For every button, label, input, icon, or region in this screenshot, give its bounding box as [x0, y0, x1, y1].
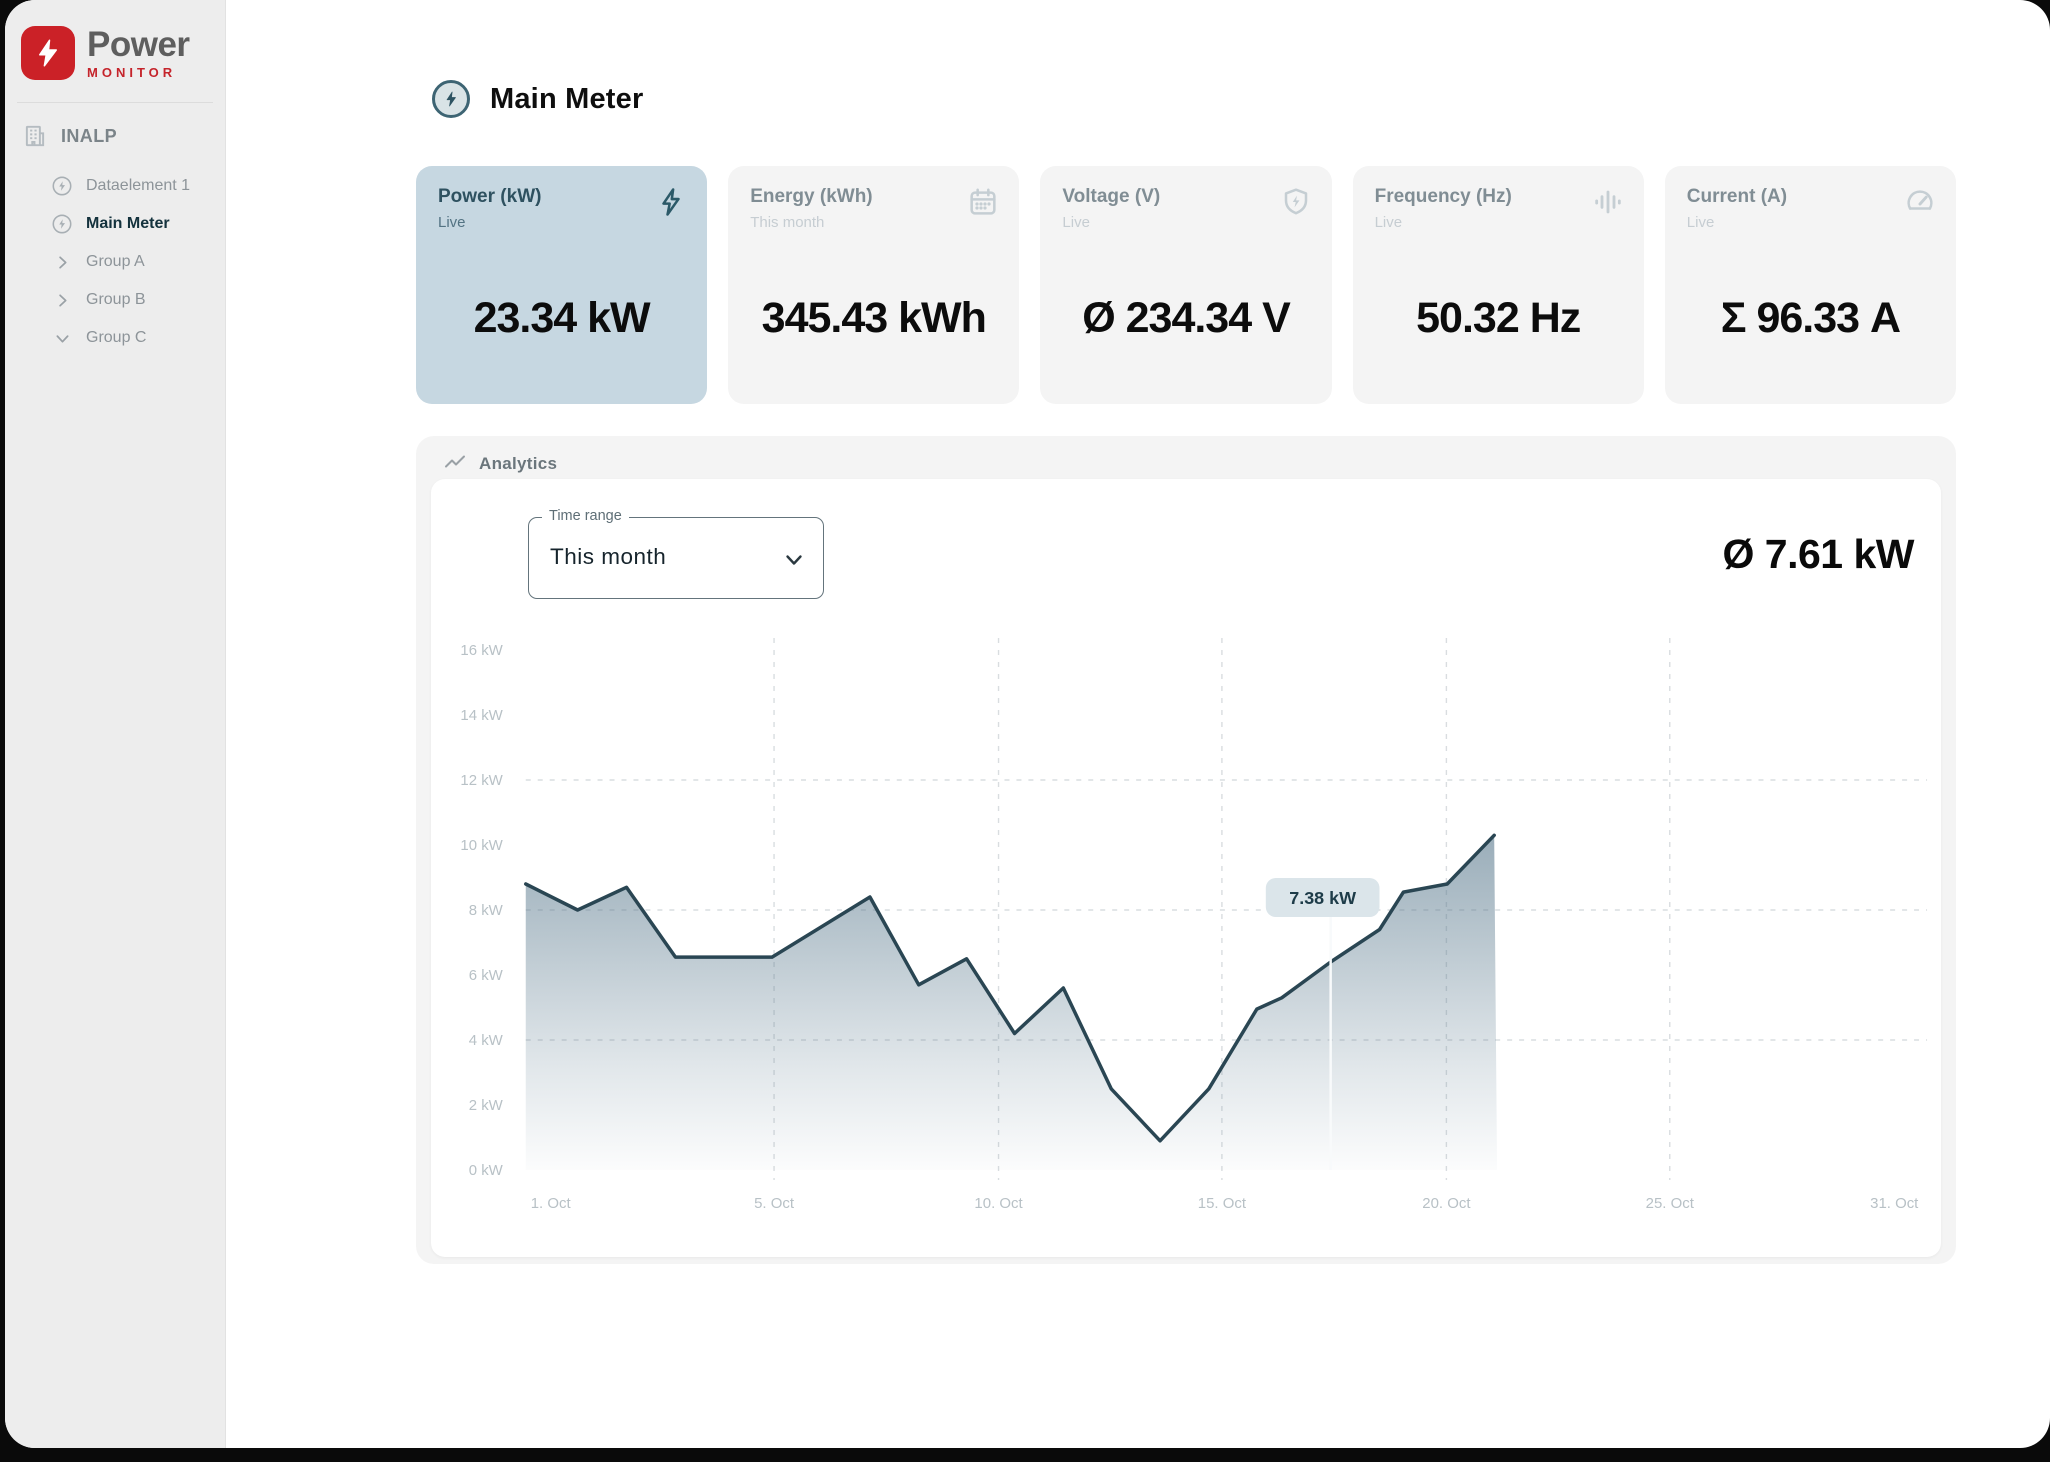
card-title: Frequency (Hz) — [1374, 186, 1512, 207]
card-subtitle: Live — [1062, 214, 1090, 231]
brand-subtitle: MONITOR — [87, 65, 177, 80]
chevron-right-icon — [51, 289, 73, 311]
sidebar-item-group-a[interactable]: Group A — [5, 243, 225, 281]
time-range-label: Time range — [542, 508, 629, 524]
bolt-circle-icon — [51, 213, 73, 235]
waveform-icon — [1595, 190, 1621, 214]
card-title: Power (kW) — [438, 186, 542, 207]
svg-text:8 kW: 8 kW — [469, 902, 504, 919]
sidebar-item-label: Main Meter — [86, 215, 170, 232]
svg-text:0 kW: 0 kW — [469, 1162, 504, 1179]
page-header: Main Meter — [416, 76, 1956, 122]
power-area-chart[interactable]: 0 kW 2 kW 4 kW 6 kW 8 kW 10 kW 12 kW 14 kW 16 kW… — [431, 479, 1941, 1257]
card-subtitle: Live — [438, 214, 466, 231]
svg-text:5. Oct: 5. Oct — [754, 1195, 795, 1212]
card-subtitle: Live — [1374, 214, 1403, 231]
svg-text:10. Oct: 10. Oct — [974, 1195, 1023, 1212]
svg-text:2 kW: 2 kW — [469, 1097, 504, 1114]
brand-name: Power — [87, 25, 190, 64]
time-range-select[interactable]: Time range This month — [528, 508, 824, 599]
card-title: Current (A) — [1686, 186, 1788, 207]
sidebar-divider — [17, 102, 213, 103]
sidebar-item-group-b[interactable]: Group B — [5, 281, 225, 319]
app-logo[interactable]: Power MONITOR — [5, 0, 225, 102]
svg-text:16 kW: 16 kW — [460, 642, 503, 659]
analytics-section: Analytics 0 kW 2 kW 4 kW 6 kW 8 kW 10 kW 12 kW… — [416, 436, 1956, 1264]
sidebar-item-label: Group B — [86, 291, 146, 308]
sidebar-item-label: Dataelement 1 — [86, 177, 191, 194]
page-title: Main Meter — [490, 82, 644, 115]
app-window: Power MONITOR INALP Dataelemen — [5, 0, 2050, 1448]
svg-text:4 kW: 4 kW — [469, 1032, 504, 1049]
svg-text:7.38 kW: 7.38 kW — [1289, 888, 1356, 908]
average-power-value: Ø 7.61 kW — [1722, 531, 1915, 577]
chevron-down-icon — [51, 327, 73, 349]
main-content: Main Meter Power (kW) Live 23.34 kW Ener… — [226, 0, 2050, 1448]
card-value: 50.32 Hz — [1416, 294, 1581, 342]
sidebar-item-group-c[interactable]: Group C — [5, 319, 225, 357]
chevron-right-icon — [51, 251, 73, 273]
bolt-circle-icon — [51, 175, 73, 197]
bolt-icon — [39, 39, 57, 67]
card-value: 345.43 kWh — [761, 294, 987, 342]
sidebar-item-label: Group C — [86, 329, 147, 346]
card-title: Energy (kWh) — [750, 186, 873, 207]
analytics-card: 0 kW 2 kW 4 kW 6 kW 8 kW 10 kW 12 kW 14 kW 16 kW… — [431, 479, 1941, 1257]
time-range-value: This month — [550, 544, 667, 569]
svg-text:31. Oct: 31. Oct — [1870, 1195, 1919, 1212]
sidebar: Power MONITOR INALP Dataelemen — [5, 0, 226, 1448]
chevron-down-icon — [786, 555, 802, 565]
card-value: 23.34 kW — [473, 294, 651, 342]
bolt-circle-icon — [432, 80, 470, 118]
trend-line-icon — [445, 455, 465, 468]
stat-card-frequency[interactable]: Frequency (Hz) Live 50.32 Hz — [1352, 166, 1644, 404]
bolt-icon — [662, 188, 680, 216]
analytics-header: Analytics — [416, 436, 1956, 479]
svg-text:20. Oct: 20. Oct — [1422, 1195, 1471, 1212]
svg-text:15. Oct: 15. Oct — [1198, 1195, 1247, 1212]
card-value: Ø 234.34 V — [1082, 294, 1291, 342]
sidebar-org[interactable]: INALP — [5, 103, 225, 157]
analytics-section-label: Analytics — [479, 454, 558, 473]
svg-text:14 kW: 14 kW — [460, 707, 503, 724]
shield-bolt-icon — [1284, 188, 1307, 215]
stat-card-power[interactable]: Power (kW) Live 23.34 kW — [416, 166, 708, 404]
sidebar-item-main-meter[interactable]: Main Meter — [5, 205, 225, 243]
org-name: INALP — [61, 125, 117, 146]
building-icon — [25, 125, 45, 147]
svg-text:10 kW: 10 kW — [460, 837, 503, 854]
svg-text:6 kW: 6 kW — [469, 967, 504, 984]
card-subtitle: Live — [1686, 214, 1715, 231]
card-subtitle: This month — [750, 214, 825, 231]
sidebar-item-dataelement-1[interactable]: Dataelement 1 — [5, 167, 225, 205]
calendar-icon — [970, 188, 996, 215]
svg-text:1. Oct: 1. Oct — [531, 1195, 572, 1212]
sidebar-item-label: Group A — [86, 253, 145, 270]
logo-bolt-badge — [21, 26, 75, 80]
stat-card-voltage[interactable]: Voltage (V) Live Ø 234.34 V — [1040, 166, 1332, 404]
stat-card-current[interactable]: Current (A) Live Σ 96.33 A — [1664, 166, 1956, 404]
card-value: Σ 96.33 A — [1720, 294, 1901, 342]
stat-card-energy[interactable]: Energy (kWh) This month 345.43 kWh — [728, 166, 1020, 404]
chart-tooltip — [1265, 878, 1380, 917]
gauge-icon — [1907, 190, 1933, 210]
svg-text:25. Oct: 25. Oct — [1646, 1195, 1695, 1212]
stat-cards: Power (kW) Live 23.34 kW Energy (kWh) Th… — [416, 166, 1956, 404]
card-title: Voltage (V) — [1062, 186, 1161, 207]
sidebar-tree: Dataelement 1 Main Meter Group A — [5, 167, 225, 357]
svg-text:12 kW: 12 kW — [460, 772, 503, 789]
